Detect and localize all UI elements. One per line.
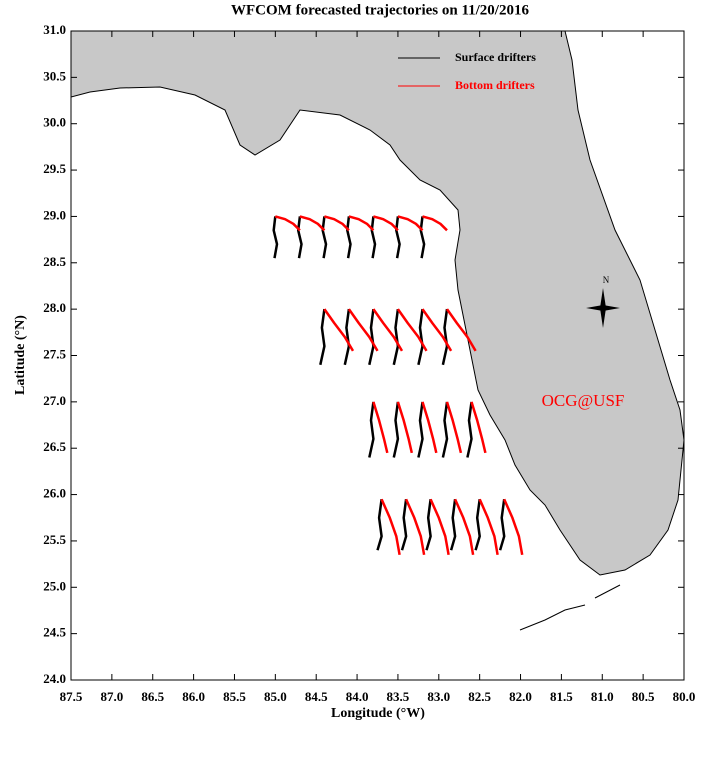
compass-label: N xyxy=(603,275,610,285)
trajectory-line xyxy=(441,308,449,366)
x-tick-label: 87.0 xyxy=(100,689,123,704)
trajectory-line xyxy=(445,401,463,454)
trajectory-line xyxy=(503,498,524,556)
trajectory-line xyxy=(478,498,499,556)
y-tick-label: 24.0 xyxy=(43,671,66,686)
y-tick-label: 26.5 xyxy=(43,439,66,454)
trajectory-line xyxy=(425,499,432,551)
trajectory-line xyxy=(372,308,404,352)
trajectory-line xyxy=(466,401,473,458)
trajectory-line xyxy=(319,308,326,366)
y-axis-label: Latitude (°N) xyxy=(13,315,28,395)
trajectory-line xyxy=(449,499,457,551)
trajectory-line xyxy=(368,401,375,458)
y-tick-label: 24.5 xyxy=(43,625,66,640)
trajectory-line xyxy=(417,401,424,458)
trajectory-line xyxy=(470,401,487,454)
trajectory-line xyxy=(400,499,408,551)
x-tick-label: 86.0 xyxy=(182,689,205,704)
trajectory-line xyxy=(404,498,426,556)
x-tick-label: 84.5 xyxy=(305,689,328,704)
trajectory-line xyxy=(348,215,375,232)
y-tick-label: 27.5 xyxy=(43,346,66,361)
trajectory-line xyxy=(324,215,350,232)
x-tick-label: 86.5 xyxy=(141,689,164,704)
x-tick-label: 82.5 xyxy=(468,689,491,704)
trajectory-line xyxy=(421,308,453,352)
y-tick-label: 29.0 xyxy=(43,207,66,222)
x-axis-label: Longitude (°W) xyxy=(331,706,425,721)
y-tick-label: 27.0 xyxy=(43,393,66,408)
y-tick-label: 31.0 xyxy=(43,22,66,37)
legend-label: Surface drifters xyxy=(455,50,536,64)
y-tick-label: 29.5 xyxy=(43,161,66,176)
trajectory-line xyxy=(421,401,438,454)
trajectory-line xyxy=(397,215,424,232)
trajectory-line xyxy=(453,498,475,556)
compass: N xyxy=(586,275,620,328)
trajectory-line xyxy=(376,499,383,551)
x-tick-label: 83.5 xyxy=(387,689,410,704)
trajectory-line xyxy=(419,216,426,259)
trajectory-line xyxy=(474,499,481,551)
ticks: 87.5 87.0 86.5 86.0 85.5 85.0 84.5 84.0 83.5 83.0… xyxy=(43,22,695,704)
trajectory-line xyxy=(396,401,414,454)
y-tick-label: 26.0 xyxy=(43,486,66,501)
y-tick-label: 25.5 xyxy=(43,532,66,547)
trajectory-line xyxy=(272,216,279,259)
chart-title: WFCOM forecasted trajectories on 11/20/2… xyxy=(231,2,529,18)
trajectory-line xyxy=(370,216,377,259)
trajectory-line xyxy=(396,308,428,352)
y-tick-label: 28.0 xyxy=(43,300,66,315)
trajectory-line xyxy=(392,401,400,458)
y-tick-label: 25.0 xyxy=(43,578,66,593)
trajectory-line xyxy=(372,401,389,454)
x-tick-label: 85.5 xyxy=(223,689,246,704)
x-tick-label: 82.0 xyxy=(509,689,532,704)
trajectory-line xyxy=(395,216,401,259)
x-tick-label: 80.0 xyxy=(673,689,696,704)
x-tick-label: 84.0 xyxy=(346,689,369,704)
y-tick-label: 30.0 xyxy=(43,115,66,130)
trajectory-line xyxy=(346,216,352,259)
x-tick-label: 87.5 xyxy=(60,689,83,704)
legend-label: Bottom drifters xyxy=(455,78,535,92)
trajectory-line xyxy=(441,401,449,458)
trajectory-line xyxy=(321,216,328,259)
trajectory-line xyxy=(380,498,401,556)
x-tick-label: 85.0 xyxy=(264,689,287,704)
trajectory-line xyxy=(429,498,450,556)
trajectory-line xyxy=(498,499,506,551)
x-tick-label: 81.0 xyxy=(591,689,614,704)
trajectory-line xyxy=(392,308,400,366)
trajectory-line xyxy=(296,216,303,259)
florida-keys xyxy=(519,584,621,631)
trajectory-line xyxy=(445,308,477,352)
legend: Surface drifters Bottom drifters xyxy=(398,50,536,92)
florida-land xyxy=(71,31,684,576)
x-tick-label: 83.0 xyxy=(427,689,450,704)
trajectories xyxy=(272,215,524,556)
annotation: OCG@USF xyxy=(542,391,625,410)
trajectory-line xyxy=(299,215,326,232)
trajectory-line xyxy=(347,308,379,352)
x-tick-label: 81.5 xyxy=(550,689,573,704)
trajectory-line xyxy=(343,308,351,366)
trajectory-line xyxy=(422,215,448,232)
x-tick-label: 80.5 xyxy=(632,689,655,704)
trajectory-line xyxy=(417,308,424,366)
land-layer xyxy=(71,31,684,631)
trajectory-line xyxy=(323,308,355,352)
y-tick-label: 30.5 xyxy=(43,68,66,83)
trajectory-line xyxy=(373,215,399,232)
trajectory-line xyxy=(274,215,301,232)
y-tick-label: 28.5 xyxy=(43,254,66,269)
trajectory-line xyxy=(368,308,375,366)
